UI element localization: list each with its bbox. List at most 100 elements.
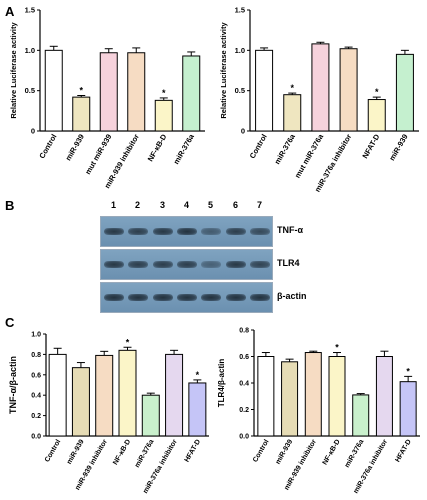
y-tick-label: 0.5	[25, 86, 35, 95]
blot-band	[201, 294, 221, 301]
blot-band	[153, 294, 173, 301]
x-tick-label: NF-κB-D	[112, 439, 132, 467]
bar	[367, 99, 386, 132]
blot-band	[250, 294, 270, 301]
bar	[44, 49, 63, 132]
bar	[188, 382, 207, 437]
x-tick-label: miR-376a	[273, 132, 298, 166]
luciferase-chart-mir939: 0 0.5 1.0 1.5 Relative Luciferase activity Co…	[9, 6, 205, 190]
bar	[71, 367, 90, 437]
y-tick-label: 1.5	[235, 6, 245, 15]
x-tick-label: miR-376a	[344, 438, 366, 469]
significance-marker: *	[162, 88, 166, 98]
bar	[257, 356, 275, 437]
y-tick-label: 0	[241, 127, 245, 136]
western-blot: 1 2 3 4 5 6 7 TNF-α TLR4 β-actin	[100, 200, 320, 320]
significance-marker: *	[126, 337, 130, 347]
y-tick-label: 0.0	[31, 434, 41, 441]
panel-letter-c: C	[5, 315, 15, 330]
bar	[127, 52, 146, 132]
x-tick-label: HFAT-D	[184, 439, 202, 464]
y-tick-label: 0.4	[239, 381, 249, 388]
x-tick-label: miR-376a	[134, 438, 156, 469]
panel-letter-b: B	[5, 198, 15, 213]
luciferase-chart-mir376a: 0 0.5 1.0 1.5 Relative Luciferase activity Co…	[219, 6, 419, 194]
blot-band	[104, 294, 124, 301]
y-tick-label: 1.5	[25, 6, 35, 15]
bar	[311, 43, 330, 132]
blot-row-label: TLR4	[277, 258, 300, 268]
lane-number: 4	[184, 200, 190, 210]
y-tick-label: 0.5	[235, 86, 245, 95]
bar	[281, 361, 299, 437]
lane-number: 3	[160, 200, 166, 210]
y-axis-label: TNF-α/β-actin	[8, 356, 18, 414]
blot-band	[226, 294, 246, 301]
lane-number: 1	[111, 200, 117, 210]
blot-row-label: β-actin	[277, 291, 307, 301]
blot-band	[250, 261, 270, 268]
x-tick-label: miR-376a	[172, 132, 197, 166]
bar	[99, 52, 118, 132]
x-tick-label: NF-κB-D	[322, 439, 342, 467]
blot-band	[250, 228, 270, 235]
bar	[304, 352, 322, 437]
x-tick-label: Control	[248, 133, 269, 161]
x-tick-label: miR-939	[275, 438, 295, 465]
significance-marker: *	[335, 343, 339, 353]
x-tick-label: Control	[252, 438, 271, 463]
bar	[182, 55, 201, 132]
blot-band	[201, 228, 221, 235]
blot-strip	[100, 216, 273, 247]
bar	[118, 349, 137, 437]
bar	[395, 53, 414, 132]
y-tick-label: 1.0	[25, 46, 35, 55]
blot-band	[177, 261, 197, 268]
y-tick-label: 1.0	[235, 46, 245, 55]
blot-band	[104, 261, 124, 268]
bar	[48, 353, 67, 437]
x-tick-label: mut miR-939	[83, 133, 113, 176]
x-tick-label: miR-939	[64, 133, 86, 163]
blot-band	[226, 228, 246, 235]
blot-row-label: TNF-α	[277, 225, 304, 235]
lane-number: 2	[135, 200, 141, 210]
significance-marker: *	[79, 86, 83, 96]
x-tick-label: Control	[37, 133, 58, 161]
blot-band	[201, 261, 221, 268]
y-tick-label: 0.6	[31, 372, 41, 379]
bar	[283, 94, 302, 132]
lane-number: 6	[233, 200, 239, 210]
panel-letter-a: A	[5, 4, 15, 19]
bar	[255, 49, 274, 132]
bar	[339, 48, 358, 132]
x-tick-label: NF-κB-D	[146, 132, 169, 163]
y-tick-label: 0.8	[31, 352, 41, 359]
y-tick-label: 0.0	[239, 434, 249, 441]
blot-strip	[100, 249, 273, 280]
bar	[165, 353, 184, 437]
significance-marker: *	[375, 87, 379, 97]
lane-number: 7	[257, 200, 263, 210]
y-tick-label: 0.2	[239, 407, 249, 414]
y-tick-label: 0.6	[239, 354, 249, 361]
significance-marker: *	[196, 370, 200, 380]
y-axis-label: Relative Luciferase activity	[9, 22, 18, 119]
y-axis-label: TLR4/β-actin	[217, 359, 226, 408]
x-tick-label: NFAT-D	[360, 132, 381, 160]
y-tick-label: 1.0	[31, 332, 41, 339]
blot-band	[177, 228, 197, 235]
bar	[352, 394, 370, 437]
tlr4-ratio-chart: 0.0 0.2 0.4 0.6 0.8 TLR4/β-actin Control miR-93…	[217, 328, 420, 495]
significance-marker: *	[406, 366, 410, 376]
blot-band	[128, 228, 148, 235]
x-tick-label: miR-939	[387, 133, 409, 163]
blot-band	[153, 228, 173, 235]
blot-band	[153, 261, 173, 268]
y-tick-label: 0	[31, 127, 35, 136]
x-tick-label: miR-939	[66, 438, 86, 465]
bar	[141, 394, 160, 437]
bar	[72, 96, 91, 132]
x-tick-label: HFAT-D	[394, 439, 412, 464]
